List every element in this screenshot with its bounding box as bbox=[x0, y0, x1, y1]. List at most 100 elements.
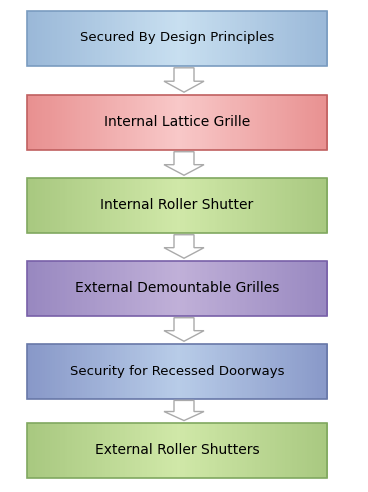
Bar bbox=[57, 423, 60, 478]
Bar bbox=[232, 260, 235, 315]
Bar bbox=[259, 178, 262, 233]
Bar bbox=[134, 178, 138, 233]
Bar bbox=[242, 10, 245, 65]
Bar bbox=[70, 260, 72, 315]
Bar bbox=[77, 94, 80, 150]
Bar bbox=[240, 423, 243, 478]
Bar bbox=[92, 423, 95, 478]
Bar bbox=[162, 10, 165, 65]
Bar bbox=[182, 10, 185, 65]
Bar bbox=[130, 343, 132, 399]
Bar bbox=[184, 423, 188, 478]
Bar bbox=[105, 94, 107, 150]
Bar bbox=[309, 10, 312, 65]
Bar bbox=[244, 10, 248, 65]
Bar bbox=[60, 10, 63, 65]
Bar bbox=[240, 10, 243, 65]
Bar bbox=[170, 343, 173, 399]
Bar bbox=[124, 260, 127, 315]
Bar bbox=[50, 10, 53, 65]
Bar bbox=[275, 94, 277, 150]
Bar bbox=[282, 260, 285, 315]
Bar bbox=[39, 423, 42, 478]
Bar bbox=[137, 260, 140, 315]
Bar bbox=[147, 343, 150, 399]
Bar bbox=[182, 94, 185, 150]
Bar bbox=[187, 423, 190, 478]
Bar bbox=[167, 178, 170, 233]
Bar bbox=[99, 343, 103, 399]
Polygon shape bbox=[164, 152, 204, 175]
Bar bbox=[192, 94, 195, 150]
Bar bbox=[240, 178, 243, 233]
Bar bbox=[219, 423, 223, 478]
Bar bbox=[117, 260, 120, 315]
Bar bbox=[145, 343, 148, 399]
Bar bbox=[97, 10, 100, 65]
Bar bbox=[265, 178, 268, 233]
Bar bbox=[307, 178, 310, 233]
Bar bbox=[325, 94, 328, 150]
Bar bbox=[217, 260, 220, 315]
Bar bbox=[297, 423, 300, 478]
Bar bbox=[52, 260, 55, 315]
Bar bbox=[209, 423, 212, 478]
Bar bbox=[99, 178, 103, 233]
Bar bbox=[110, 343, 113, 399]
Bar bbox=[190, 343, 192, 399]
Bar bbox=[284, 260, 287, 315]
Bar bbox=[97, 94, 100, 150]
Bar bbox=[275, 343, 277, 399]
Bar bbox=[262, 94, 265, 150]
Bar bbox=[312, 423, 315, 478]
Bar bbox=[72, 260, 75, 315]
Bar bbox=[215, 423, 217, 478]
Bar bbox=[322, 423, 325, 478]
Bar bbox=[317, 343, 320, 399]
Bar bbox=[157, 343, 160, 399]
Bar bbox=[199, 94, 202, 150]
Bar bbox=[159, 343, 163, 399]
Bar bbox=[29, 260, 32, 315]
Bar bbox=[267, 260, 270, 315]
Bar bbox=[139, 343, 142, 399]
Bar bbox=[117, 423, 120, 478]
Bar bbox=[70, 94, 72, 150]
Bar bbox=[85, 10, 88, 65]
Bar bbox=[297, 10, 300, 65]
Bar bbox=[57, 343, 60, 399]
Bar bbox=[234, 94, 237, 150]
Bar bbox=[302, 94, 305, 150]
Bar bbox=[155, 178, 158, 233]
Bar bbox=[95, 178, 98, 233]
Bar bbox=[309, 260, 312, 315]
Bar bbox=[142, 94, 145, 150]
Bar bbox=[307, 423, 310, 478]
Bar bbox=[232, 10, 235, 65]
Bar bbox=[259, 10, 262, 65]
Bar bbox=[170, 260, 173, 315]
Bar bbox=[190, 260, 192, 315]
Bar bbox=[307, 343, 310, 399]
Bar bbox=[300, 423, 302, 478]
Bar bbox=[292, 10, 295, 65]
Bar bbox=[67, 343, 70, 399]
Bar bbox=[307, 10, 310, 65]
Bar bbox=[77, 423, 80, 478]
Bar bbox=[60, 178, 63, 233]
Bar bbox=[170, 423, 173, 478]
Bar bbox=[269, 10, 272, 65]
Bar bbox=[272, 94, 275, 150]
Bar bbox=[89, 423, 92, 478]
Bar bbox=[27, 178, 30, 233]
Bar bbox=[27, 10, 30, 65]
Bar bbox=[232, 94, 235, 150]
Bar bbox=[234, 423, 237, 478]
Bar bbox=[212, 10, 215, 65]
Bar bbox=[319, 423, 322, 478]
Bar bbox=[110, 423, 113, 478]
Bar bbox=[107, 343, 110, 399]
Bar bbox=[50, 343, 53, 399]
Bar bbox=[50, 178, 53, 233]
Bar bbox=[252, 178, 255, 233]
